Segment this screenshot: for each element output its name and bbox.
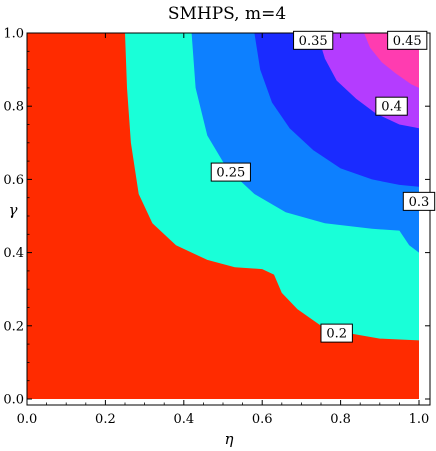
plot-area — [27, 33, 419, 399]
chart-title: SMHPS, m=4 — [168, 4, 286, 24]
contour-label-box — [293, 30, 334, 50]
contour-label-box — [320, 323, 353, 343]
contour-label: 0.2 — [326, 327, 347, 342]
x-tick-label: 0.8 — [330, 412, 351, 427]
contour-label-box — [210, 162, 251, 182]
contour-label: 0.45 — [393, 34, 422, 49]
y-axis-label: γ — [9, 201, 18, 219]
y-tick-label: 0.2 — [3, 319, 24, 334]
y-tick-label: 0.8 — [3, 100, 24, 115]
contour-labels: 0.2 0.25 0.3 0.35 0.4 0.45 — [210, 30, 436, 343]
contour-label: 0.3 — [409, 195, 430, 210]
y-tick-label: 0.0 — [3, 393, 24, 408]
axis-ticks: 0.0 0.2 0.4 0.6 0.8 1.0 0.0 0.2 0.4 0.6 0.8 1.0 — [3, 27, 430, 427]
x-tick-label: 0.2 — [95, 412, 116, 427]
x-tick-label: 0.4 — [173, 412, 194, 427]
plot-frame — [26, 32, 431, 406]
contour-label-box — [402, 191, 436, 211]
contour-label-box — [375, 96, 408, 116]
x-tick-label: 0.0 — [17, 412, 38, 427]
contour-label-box — [387, 30, 428, 50]
contour-label: 0.25 — [216, 166, 245, 181]
y-tick-label: 0.4 — [3, 246, 24, 261]
y-tick-label: 1.0 — [3, 27, 24, 42]
y-tick-label: 0.6 — [3, 173, 24, 188]
x-tick-label: 1.0 — [409, 412, 430, 427]
x-axis-label: η — [225, 430, 234, 448]
contour-label: 0.35 — [299, 34, 328, 49]
x-tick-label: 0.6 — [252, 412, 273, 427]
contour-label: 0.4 — [381, 100, 402, 115]
